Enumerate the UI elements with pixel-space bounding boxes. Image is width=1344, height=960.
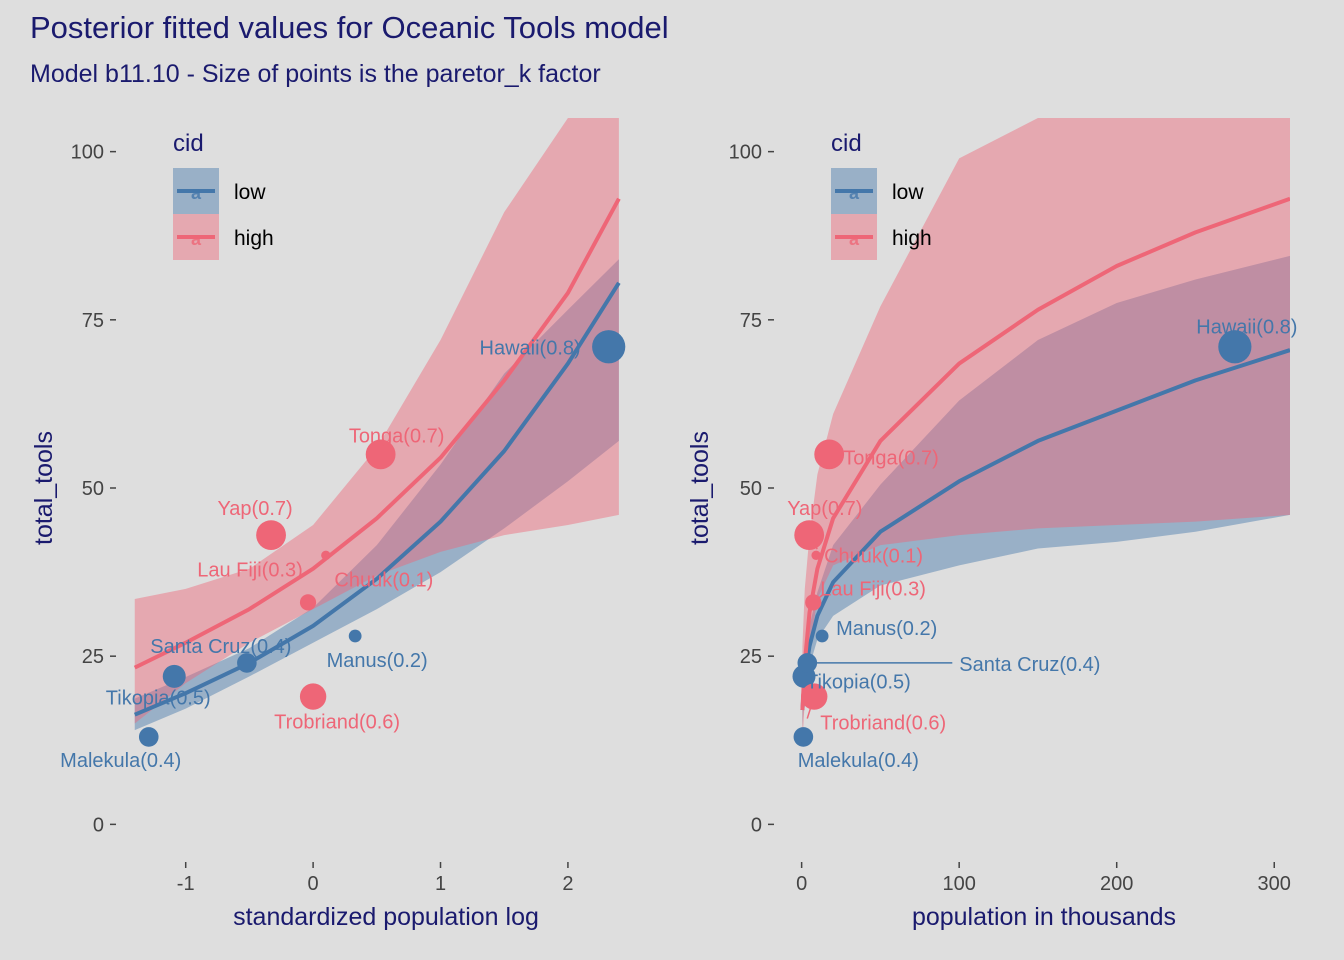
point-label: Tikopia(0.5) (106, 687, 211, 709)
data-point (348, 629, 362, 643)
data-point (801, 683, 828, 710)
legend: cid a low a high (173, 130, 274, 260)
point-label: Manus(0.2) (327, 650, 428, 672)
y-tick-label: 0 (751, 814, 762, 836)
data-point (793, 727, 814, 747)
point-label: Chuuk(0.1) (824, 545, 923, 567)
point-label: Hawaii(0.8) (480, 338, 581, 360)
fitted-line-high (800, 196, 1290, 711)
data-point (794, 520, 825, 550)
y-tick-label: 0 (93, 814, 104, 836)
point-label: Lau Fiji(0.3) (197, 559, 303, 581)
legend-title: cid (831, 130, 862, 157)
plot-area-2 (800, 118, 1290, 744)
data-point (299, 683, 327, 710)
y-tick-label: 100 (729, 142, 762, 164)
data-point (237, 653, 257, 673)
point-label: Chuuk(0.1) (334, 569, 433, 591)
x-axis-title: standardized population log (233, 903, 539, 931)
y-tick-label: 50 (740, 478, 762, 500)
y-tick-label: 25 (82, 646, 104, 668)
point-label: Tikopia(0.5) (806, 671, 911, 693)
point-label: Trobriand(0.6) (274, 712, 400, 734)
chart-subtitle: Model b11.10 - Size of points is the par… (30, 60, 601, 88)
legend: cid a low a high (831, 130, 932, 260)
ribbon-high (134, 118, 619, 724)
legend-label-low: low (234, 181, 266, 204)
data-point (1218, 330, 1252, 364)
y-axis-title: total_tools (686, 431, 714, 545)
y-axis-title: total_tools (30, 431, 58, 545)
y-tick-label: 25 (740, 646, 762, 668)
data-point (592, 330, 626, 364)
point-label: Yap(0.7) (217, 498, 292, 520)
x-tick-label: 1 (435, 873, 446, 895)
x-tick-label: 200 (1100, 873, 1133, 895)
data-point (365, 439, 396, 470)
x-tick-label: 300 (1258, 873, 1291, 895)
point-label: Lau Fiji(0.3) (820, 578, 926, 600)
x-tick-label: -1 (177, 873, 195, 895)
legend-key-glyph: a (191, 229, 202, 249)
chart-title: Posterior fitted values for Oceanic Tool… (30, 10, 669, 45)
legend-title: cid (173, 130, 204, 157)
point-label: Hawaii(0.8) (1196, 317, 1297, 339)
y-tick-label: 75 (82, 310, 104, 332)
point-label: Santa Cruz(0.4) (150, 636, 291, 658)
legend-key-glyph: a (849, 183, 860, 203)
legend-key-glyph: a (191, 183, 202, 203)
legend-label-low: low (892, 181, 924, 204)
x-axis-title: population in thousands (912, 903, 1176, 931)
legend-label-high: high (234, 227, 274, 250)
ribbon-high (802, 118, 1290, 744)
x-tick-label: 2 (562, 873, 573, 895)
fitted-line-high (133, 197, 621, 670)
y-tick-label: 75 (740, 310, 762, 332)
point-label: Malekula(0.4) (60, 750, 181, 772)
fitted-line-low (133, 281, 621, 717)
x-tick-label: 100 (942, 873, 975, 895)
point-label: Yap(0.7) (787, 498, 862, 520)
data-point (256, 520, 286, 550)
y-tick-label: 100 (71, 142, 104, 164)
data-point (811, 550, 821, 560)
data-point (162, 664, 186, 688)
data-point (138, 727, 159, 747)
y-tick-label: 50 (82, 478, 104, 500)
data-point (815, 629, 829, 643)
point-label: Santa Cruz(0.4) (959, 654, 1100, 676)
x-tick-label: 0 (796, 873, 807, 895)
legend-label-high: high (892, 227, 932, 250)
data-point (299, 594, 317, 611)
x-tick-label: 0 (308, 873, 319, 895)
point-label: Trobriand(0.6) (820, 713, 946, 735)
data-point (805, 594, 822, 611)
ribbon-low (802, 255, 1290, 727)
data-point (814, 439, 845, 470)
data-point (321, 550, 331, 560)
point-label: Tonga(0.7) (349, 425, 445, 447)
point-label: Manus(0.2) (836, 618, 937, 640)
legend-key-glyph: a (849, 229, 860, 249)
data-point (797, 653, 818, 673)
point-label: Malekula(0.4) (798, 750, 919, 772)
point-label: Tonga(0.7) (843, 447, 939, 469)
